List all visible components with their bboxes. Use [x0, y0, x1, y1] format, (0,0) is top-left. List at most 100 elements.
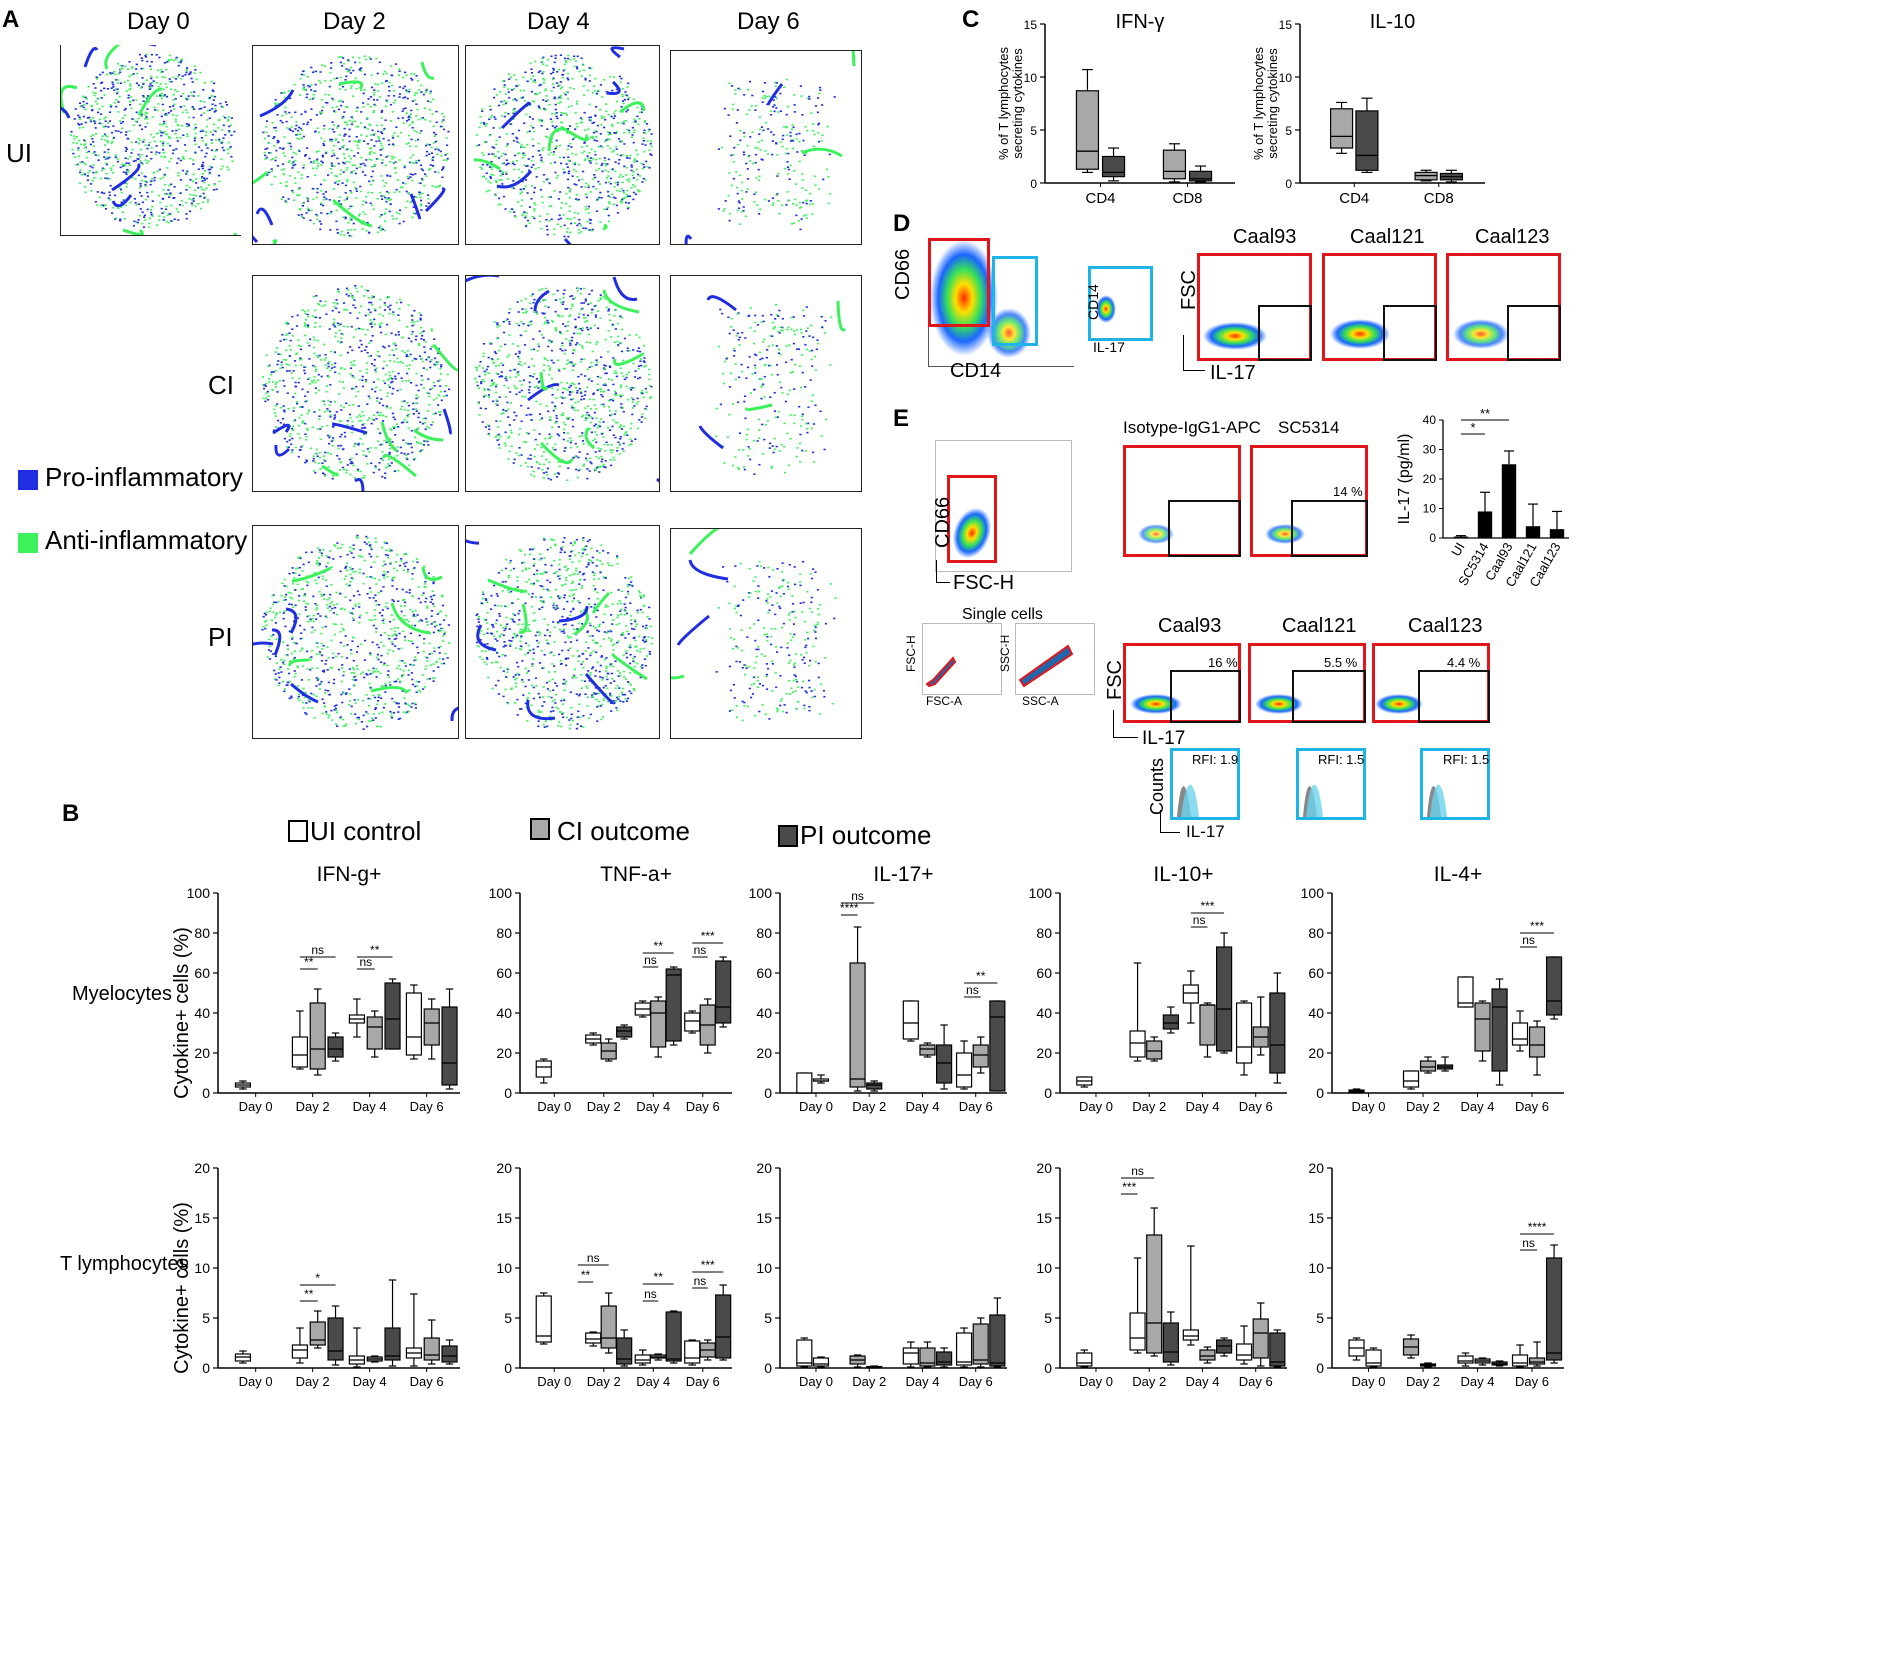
y-axis-label-line1: % of T lymphocytes [996, 47, 1011, 160]
y-tick-label: 0 [202, 1085, 210, 1101]
x-tick-label: Day 6 [686, 1374, 720, 1389]
sig-label: ns [694, 1274, 707, 1288]
sig-label: ns [1131, 1164, 1144, 1178]
sig-label: ** [370, 943, 380, 957]
y-tick-label: 0 [764, 1360, 772, 1376]
legend-ci-swatch [530, 818, 550, 840]
rfi-caal123: RFI: 1.5 [1443, 752, 1490, 767]
y-tick-label: 10 [756, 1260, 772, 1276]
row-label-myelocytes: Myelocytes [72, 983, 173, 1005]
box [1101, 155, 1126, 178]
chart-title: IL-10+ [1153, 863, 1213, 886]
sig-label: ns [644, 1287, 657, 1301]
y-tick-label: 20 [1308, 1045, 1324, 1061]
axis-e-cd66-line [936, 560, 937, 582]
facs-e-cd66-fsch [935, 440, 1072, 572]
y-tick-label: 40 [1423, 413, 1437, 427]
box [423, 1337, 440, 1361]
y-tick-label: 20 [194, 1160, 210, 1176]
box [1511, 1022, 1529, 1046]
gate-d-blue [992, 256, 1038, 346]
panel-a-label: A [2, 6, 20, 33]
sig-label: ns [1522, 1236, 1535, 1250]
tsne-ci-day4 [464, 273, 697, 492]
y-tick-label: 15 [496, 1210, 512, 1226]
bar [1453, 536, 1469, 538]
box [441, 1006, 458, 1086]
y-tick-label: 5 [1030, 124, 1037, 138]
sig-label: ** [976, 969, 986, 983]
tsne-ui-day4 [465, 45, 660, 267]
box [1162, 149, 1187, 180]
x-tick-label: Day 4 [1185, 1099, 1219, 1114]
box [955, 1332, 973, 1366]
y-axis-label-line1: % of T lymphocytes [1251, 47, 1266, 160]
hist-e-caal121 [1296, 748, 1366, 820]
box [1355, 110, 1379, 171]
y-axis-label: Cytokine+ cells (%) [171, 927, 193, 1099]
box [1162, 1014, 1179, 1030]
box [955, 1052, 973, 1088]
x-tick-label: Day 6 [1239, 1374, 1273, 1389]
y-tick-label: 60 [194, 965, 210, 981]
x-tick-label: CD8 [1172, 190, 1202, 207]
axis-e-counts: Counts [1147, 757, 1167, 815]
x-tick-label: Day 4 [1461, 1374, 1495, 1389]
box [866, 1082, 883, 1090]
axis-e-counts-line [1160, 810, 1161, 832]
facs-e-ssc-single [1015, 623, 1095, 695]
box [715, 1294, 732, 1359]
box [1188, 170, 1213, 182]
box [441, 1345, 458, 1363]
y-tick-label: 100 [1301, 885, 1325, 901]
sig-label: ** [1480, 408, 1490, 421]
y-tick-label: 60 [496, 965, 512, 981]
tsne-pi-day2 [234, 525, 475, 739]
y-tick-label: 0 [1285, 177, 1292, 191]
x-tick-label: Day 6 [1239, 1099, 1273, 1114]
box [291, 1036, 309, 1068]
chart-title: IL-4+ [1434, 863, 1482, 886]
x-tick-label: Day 4 [636, 1099, 670, 1114]
box [1235, 1002, 1253, 1064]
box [1162, 1322, 1179, 1363]
x-tick-label: Day 4 [905, 1374, 939, 1389]
x-tick-label: Day 0 [1352, 1374, 1386, 1389]
sig-label: ns [644, 953, 657, 967]
box [812, 1357, 830, 1367]
chart-c-il10: IL-10 % of T lymphocytes secreting cytokin… [1251, 11, 1485, 207]
axis-e-fsc: FSC [1104, 660, 1126, 700]
x-tick-label: Day 0 [1079, 1374, 1113, 1389]
panel-d-label: D [893, 210, 911, 237]
box [1491, 988, 1508, 1072]
sig-label: **** [1528, 1220, 1547, 1234]
y-tick-label: 60 [1036, 965, 1052, 981]
box [600, 1305, 617, 1349]
chart-title: IL-10 [1370, 11, 1416, 33]
x-tick-label: Day 2 [587, 1099, 621, 1114]
box [1146, 1234, 1163, 1354]
chart-tlymph-ifng: Cytokine+ cells (%) 0 5 10 15 20 Day 0 Day 2 Day… [171, 1160, 460, 1389]
box [665, 968, 682, 1042]
y-tick-label: 10 [1024, 71, 1038, 85]
chart-tlymph-il17: 0 5 10 15 20 Day 0 Day 2 Day 4 Day 6 [756, 1160, 1007, 1389]
y-tick-label: 0 [1429, 531, 1436, 545]
axis-e-fsch-line [936, 582, 950, 583]
caal93-pct: 16 % [1208, 655, 1238, 670]
y-tick-label: 100 [749, 885, 773, 901]
row-ci-label: CI [208, 370, 234, 400]
axis-e-il17-counts: IL-17 [1186, 822, 1225, 841]
x-tick-label: Day 4 [353, 1099, 387, 1114]
sc5314-title: SC5314 [1278, 418, 1340, 437]
box [936, 1351, 953, 1366]
chart-myelocytes-ifng: IFN-g+ Cytokine+ cells (%) 0 20 40 60 80 100 Day… [171, 863, 460, 1114]
box [327, 1317, 344, 1361]
y-tick-label: 15 [1279, 18, 1293, 32]
axis-d-il17-b: IL-17 [1210, 362, 1256, 384]
x-tick-label: Day 2 [1132, 1374, 1166, 1389]
axis-e-ssch-small: SSC-H [998, 634, 1012, 672]
y-tick-label: 0 [1044, 1360, 1052, 1376]
x-tick-label: Day 2 [587, 1374, 621, 1389]
y-tick-label: 80 [1036, 925, 1052, 941]
rfi-caal121: RFI: 1.5 [1318, 752, 1365, 767]
